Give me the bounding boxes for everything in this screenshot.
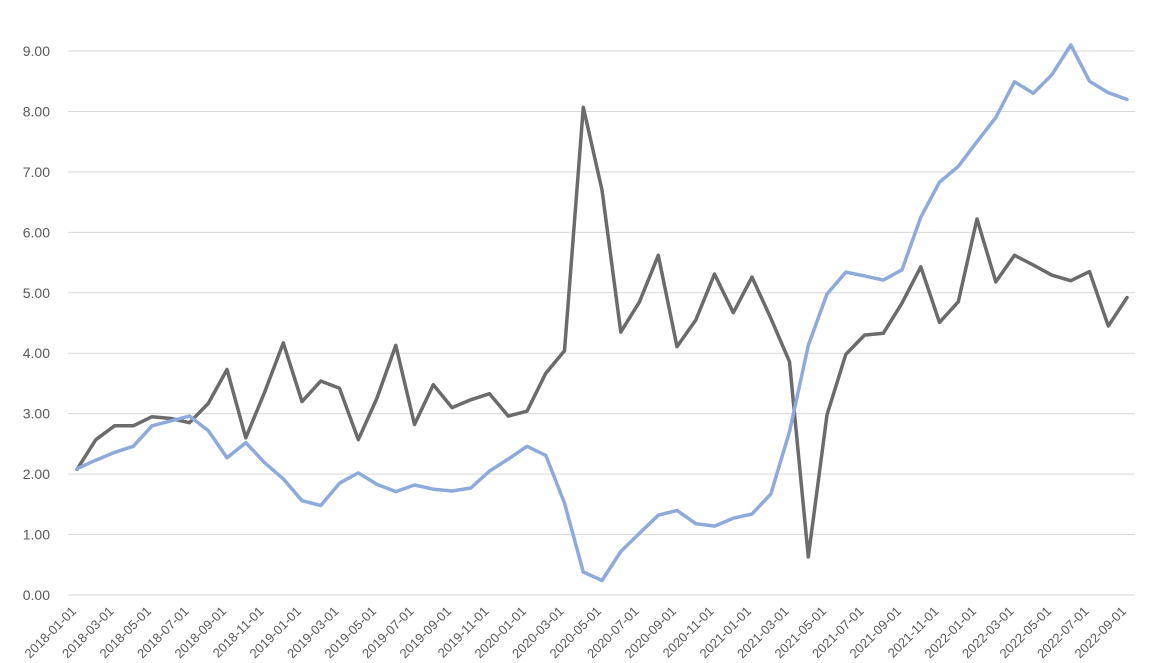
y-tick-label: 3.00 <box>23 406 50 422</box>
series-line-1 <box>75 105 1129 559</box>
y-axis-tick-labels: 0.00 1.00 2.00 3.00 4.00 5.00 6.00 7.00 8.00 9.00 <box>23 43 50 603</box>
y-tick-label: 0.00 <box>23 587 50 603</box>
series-lines <box>75 43 1129 583</box>
y-tick-label: 6.00 <box>23 224 50 240</box>
y-tick-label: 8.00 <box>23 103 50 119</box>
x-axis-tick-labels: 2018-01-012018-03-012018-05-012018-07-01… <box>21 604 1129 662</box>
y-tick-label: 1.00 <box>23 527 50 543</box>
y-tick-label: 5.00 <box>23 285 50 301</box>
gridlines <box>68 50 1135 596</box>
y-tick-label: 7.00 <box>23 164 50 180</box>
y-tick-label: 2.00 <box>23 466 50 482</box>
y-tick-label: 4.00 <box>23 345 50 361</box>
series-line-2 <box>75 43 1129 583</box>
y-tick-label: 9.00 <box>23 43 50 59</box>
